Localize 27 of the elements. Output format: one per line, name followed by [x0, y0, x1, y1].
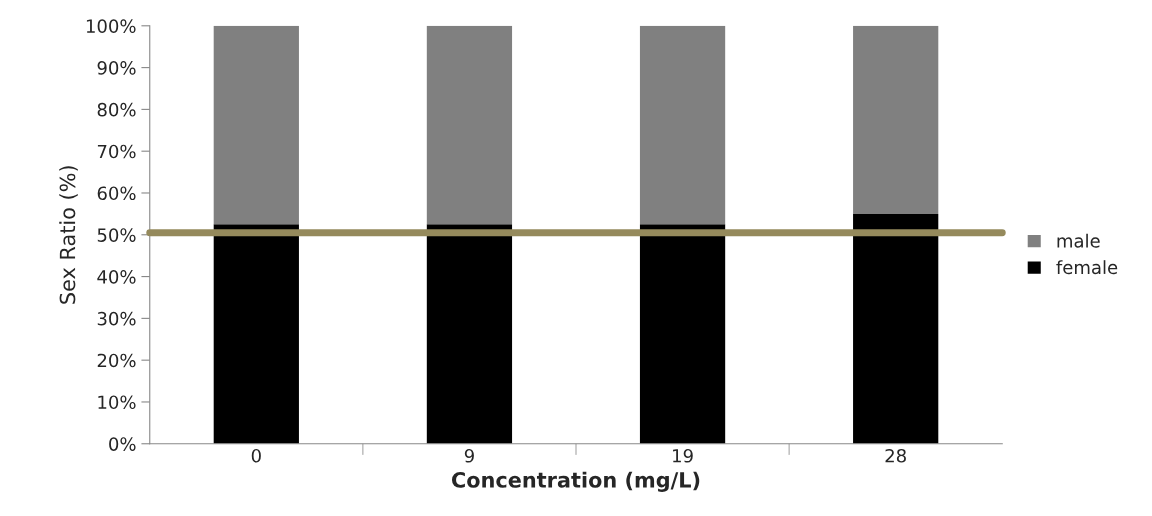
y-tick-label: 50%	[97, 228, 136, 242]
y-tick-label: 80%	[97, 102, 136, 117]
x-tick-label: 0	[251, 448, 261, 463]
y-tick-label: 30%	[97, 311, 136, 326]
legend-label: female	[1056, 260, 1118, 275]
bar	[639, 25, 726, 225]
bar	[853, 25, 939, 214]
y-tick-label: 60%	[97, 186, 136, 201]
bar	[426, 224, 513, 444]
y-tick-label: 0%	[109, 437, 136, 451]
bar	[853, 213, 939, 444]
x-tick-label: 28	[885, 448, 906, 463]
x-tick-label: 19	[673, 448, 693, 463]
bar	[426, 25, 513, 225]
y-tick-label: 20%	[97, 353, 136, 368]
bar	[213, 224, 299, 444]
y-tick-label: 10%	[98, 395, 136, 410]
y-tick-label: 100%	[86, 19, 136, 33]
bar	[213, 25, 299, 225]
y-tick-label: 40%	[97, 270, 136, 284]
y-axis-title: Sex Ratio (%)	[59, 166, 78, 304]
bar	[639, 224, 726, 444]
legend-label: male	[1057, 233, 1100, 248]
y-tick-label: 90%	[97, 61, 136, 75]
x-tick-label: 9	[464, 448, 474, 463]
x-axis-title: Concentration (mg/L)	[452, 471, 700, 492]
y-tick-label: 70%	[97, 144, 136, 159]
